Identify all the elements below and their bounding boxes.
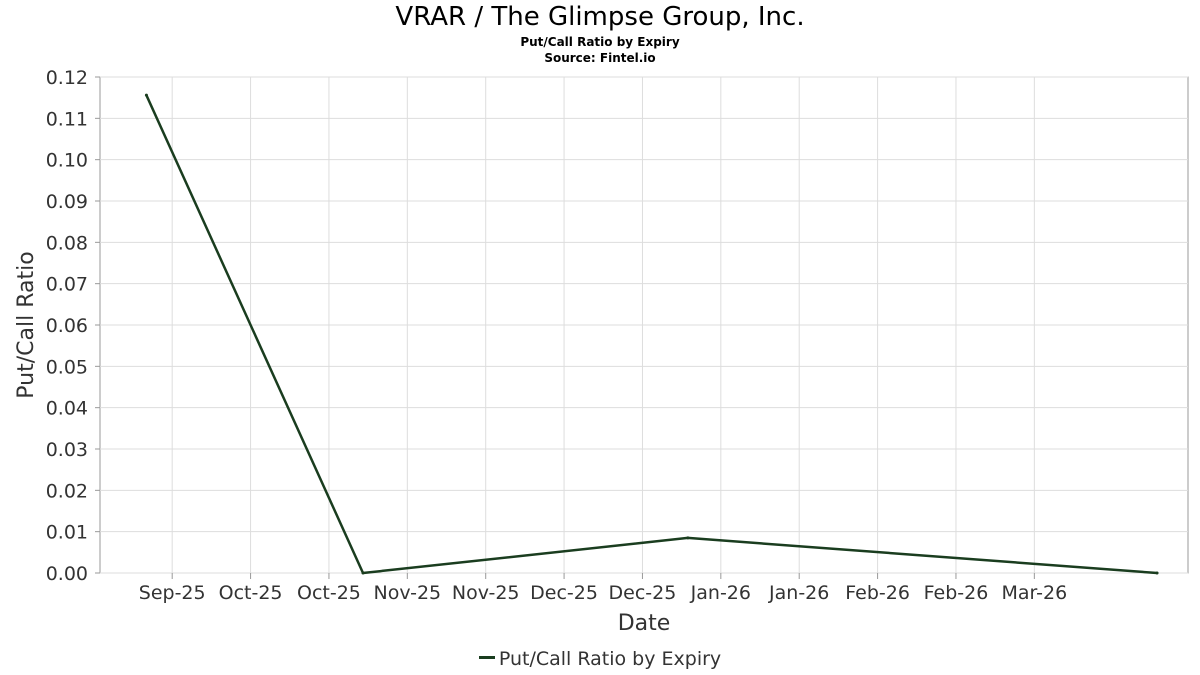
- x-tick-label: Feb-26: [924, 582, 989, 604]
- x-tick-label: Oct-25: [297, 582, 361, 604]
- data-point: [1155, 571, 1159, 575]
- y-tick-label: 0.00: [46, 563, 88, 585]
- series-line: [145, 94, 1158, 575]
- y-tick-label: 0.10: [46, 150, 88, 172]
- chart-source: Source: Fintel.io: [544, 51, 656, 65]
- x-tick-label: Sep-25: [139, 582, 206, 604]
- x-tick-label: Feb-26: [845, 582, 910, 604]
- legend-label: Put/Call Ratio by Expiry: [498, 648, 722, 670]
- y-tick-label: 0.04: [46, 398, 88, 420]
- x-tick-label: Nov-25: [452, 582, 520, 604]
- y-tick-label: 0.09: [46, 191, 88, 213]
- x-axis-label: Date: [618, 611, 671, 636]
- x-tick-label: Jan-26: [768, 582, 829, 604]
- data-point: [361, 571, 365, 575]
- x-tick-label: Mar-26: [1002, 582, 1068, 604]
- y-tick-label: 0.02: [46, 480, 88, 502]
- legend-swatch: [478, 656, 495, 659]
- data-point: [144, 93, 148, 97]
- x-tick-label: Dec-25: [609, 582, 677, 604]
- y-tick-label: 0.01: [46, 522, 88, 544]
- y-tick-label: 0.07: [46, 274, 88, 296]
- chart-title: VRAR / The Glimpse Group, Inc.: [395, 2, 805, 32]
- x-tick-label: Jan-26: [690, 582, 751, 604]
- x-tick-label: Oct-25: [219, 582, 283, 604]
- y-tick-label: 0.12: [46, 67, 88, 89]
- y-tick-label: 0.11: [46, 108, 88, 130]
- x-tick-label: Nov-25: [374, 582, 442, 604]
- y-tick-label: 0.05: [46, 356, 88, 378]
- data-point: [686, 536, 690, 540]
- chart-subtitle: Put/Call Ratio by Expiry: [520, 35, 680, 49]
- x-tick-label: Dec-25: [530, 582, 598, 604]
- y-axis-label: Put/Call Ratio: [14, 251, 39, 398]
- legend: Put/Call Ratio by Expiry: [0, 648, 1200, 670]
- y-tick-label: 0.03: [46, 439, 88, 461]
- y-tick-label: 0.06: [46, 315, 88, 337]
- y-tick-label: 0.08: [46, 232, 88, 254]
